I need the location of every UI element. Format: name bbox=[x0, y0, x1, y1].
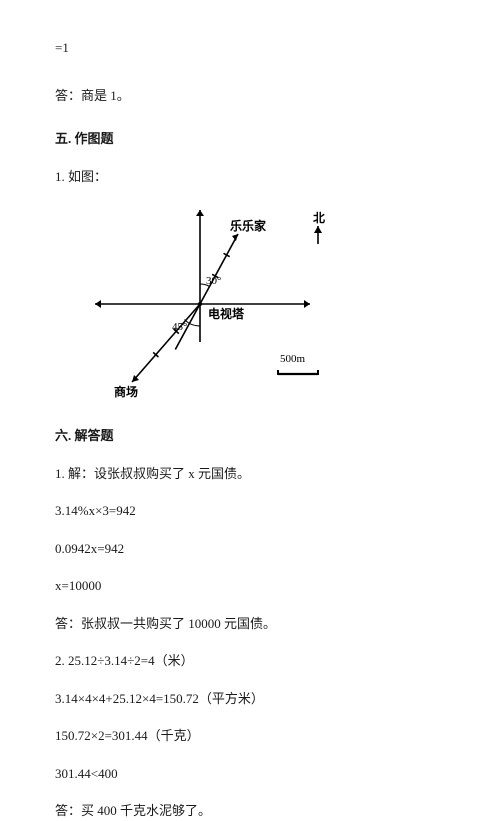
solution-line: 0.0942x=942 bbox=[55, 539, 440, 559]
answer-1: 答：商是 1。 bbox=[55, 86, 440, 106]
solution-line: 答：张叔叔一共购买了 10000 元国债。 bbox=[55, 614, 440, 634]
svg-text:电视塔: 电视塔 bbox=[208, 306, 245, 321]
section-5-item: 1. 如图： bbox=[55, 167, 440, 187]
solution-line: 301.44<400 bbox=[55, 764, 440, 784]
equation-result: =1 bbox=[55, 38, 440, 58]
svg-text:45°: 45° bbox=[172, 321, 187, 333]
section-5-title: 五. 作图题 bbox=[55, 129, 440, 149]
solution-line: 2. 25.12÷3.14÷2=4（米） bbox=[55, 651, 440, 671]
section-6-title: 六. 解答题 bbox=[55, 426, 440, 446]
solution-line: x=10000 bbox=[55, 576, 440, 596]
solution-line: 3.14%x×3=942 bbox=[55, 501, 440, 521]
solution-line: 3.14×4×4+25.12×4=150.72（平方米） bbox=[55, 689, 440, 709]
solution-line: 150.72×2=301.44（千克） bbox=[55, 726, 440, 746]
solution-line: 1. 解：设张叔叔购买了 x 元国债。 bbox=[55, 464, 440, 484]
svg-text:500m: 500m bbox=[280, 353, 306, 365]
svg-text:商场: 商场 bbox=[114, 384, 138, 399]
construction-diagram: 30° 乐乐家 45° 商场 电视塔 北 500m bbox=[85, 204, 440, 414]
svg-text:北: 北 bbox=[313, 210, 325, 225]
solution-line: 答：买 400 千克水泥够了。 bbox=[55, 801, 440, 821]
svg-text:乐乐家: 乐乐家 bbox=[230, 218, 267, 233]
svg-text:30°: 30° bbox=[206, 275, 221, 287]
